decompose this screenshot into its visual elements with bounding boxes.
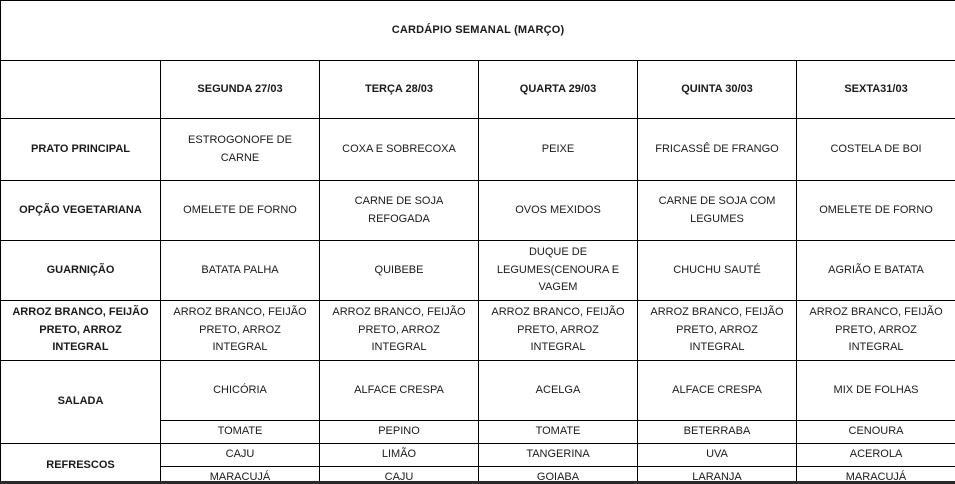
menu-cell: MARACUJÁ [795, 465, 955, 484]
row-label-arroz-feijao: ARROZ BRANCO, FEIJÃO PRETO, ARROZ INTEGR… [0, 300, 161, 361]
corner-empty-cell [0, 60, 161, 119]
menu-cell: DUQUE DE LEGUMES(CENOURA E VAGEM [478, 240, 638, 301]
menu-cell: CARNE DE SOJA REFOGADA [319, 180, 479, 241]
menu-cell: COXA E SOBRECOXA [319, 118, 479, 181]
menu-cell: ARROZ BRANCO, FEIJÃO PRETO, ARROZ INTEGR… [795, 300, 955, 361]
table-title: CARDÁPIO SEMANAL (MARÇO) [0, 0, 955, 61]
menu-cell: CHUCHU SAUTÉ [637, 240, 797, 301]
menu-cell: ARROZ BRANCO, FEIJÃO PRETO, ARROZ INTEGR… [637, 300, 797, 361]
menu-cell: ARROZ BRANCO, FEIJÃO PRETO, ARROZ INTEGR… [478, 300, 638, 361]
menu-cell: TOMATE [160, 420, 320, 444]
table-row: TOMATE PEPINO TOMATE BETERRABA CENOURA [1, 420, 955, 444]
menu-cell: ALFACE CRESPA [319, 360, 479, 421]
day-header-wednesday: QUARTA 29/03 [478, 60, 638, 119]
menu-cell: OMELETE DE FORNO [795, 180, 955, 241]
menu-cell: ARROZ BRANCO, FEIJÃO PRETO, ARROZ INTEGR… [319, 300, 479, 361]
menu-cell: ARROZ BRANCO, FEIJÃO PRETO, ARROZ INTEGR… [160, 300, 320, 361]
menu-cell: COSTELA DE BOI [795, 118, 955, 181]
menu-cell: OMELETE DE FORNO [160, 180, 320, 241]
menu-cell: BETERRABA [637, 420, 797, 444]
menu-cell: TANGERINA [478, 443, 638, 467]
menu-cell: PEIXE [478, 118, 638, 181]
menu-cell: GOIABA [478, 465, 638, 484]
menu-cell: CHICÓRIA [160, 360, 320, 421]
menu-cell: ACEROLA [795, 443, 955, 467]
menu-cell: ESTROGONOFE DE CARNE [160, 118, 320, 181]
menu-cell: PEPINO [319, 420, 479, 444]
table-row: REFRESCOS CAJU LIMÃO TANGERINA UVA ACERO… [0, 442, 955, 484]
menu-cell: LIMÃO [319, 443, 479, 467]
row-label-refrescos: REFRESCOS [0, 442, 161, 484]
day-header-monday: SEGUNDA 27/03 [160, 60, 320, 119]
day-header-tuesday: TERÇA 28/03 [319, 60, 479, 119]
menu-cell: ACELGA [478, 360, 638, 421]
menu-cell: LARANJA [637, 465, 797, 484]
row-label-guarnicao: GUARNIÇÃO [0, 240, 161, 301]
bottom-edge-divider [0, 481, 955, 484]
menu-cell: ALFACE CRESPA [637, 360, 797, 421]
menu-cell: CAJU [160, 443, 320, 467]
menu-cell: BATATA PALHA [160, 240, 320, 301]
menu-cell: UVA [637, 443, 797, 467]
menu-cell: CAJU [319, 465, 479, 484]
row-label-prato-principal: PRATO PRINCIPAL [0, 118, 161, 181]
menu-cell: MIX DE FOLHAS [795, 360, 955, 421]
menu-cell: AGRIÃO E BATATA [795, 240, 955, 301]
table-row: SALADA CHICÓRIA ALFACE CRESPA ACELGA ALF… [0, 360, 955, 444]
table-row: OPÇÃO VEGETARIANA OMELETE DE FORNO CARNE… [0, 180, 955, 241]
table-row: GUARNIÇÃO BATATA PALHA QUIBEBE DUQUE DE … [0, 240, 955, 301]
row-label-opcao-vegetariana: OPÇÃO VEGETARIANA [0, 180, 161, 241]
menu-cell: CENOURA [795, 420, 955, 444]
table-row: ARROZ BRANCO, FEIJÃO PRETO, ARROZ INTEGR… [0, 300, 955, 361]
row-label-salada: SALADA [0, 360, 161, 444]
menu-cell: FRICASSÊ DE FRANGO [637, 118, 797, 181]
menu-cell: OVOS MEXIDOS [478, 180, 638, 241]
table-row: PRATO PRINCIPAL ESTROGONOFE DE CARNE COX… [0, 118, 955, 181]
menu-cell: CARNE DE SOJA COM LEGUMES [637, 180, 797, 241]
menu-cell: QUIBEBE [319, 240, 479, 301]
day-header-friday: SEXTA31/03 [795, 60, 955, 119]
menu-cell: TOMATE [478, 420, 638, 444]
day-header-thursday: QUINTA 30/03 [637, 60, 797, 119]
table-row: MARACUJÁ CAJU GOIABA LARANJA MARACUJÁ [1, 465, 955, 484]
